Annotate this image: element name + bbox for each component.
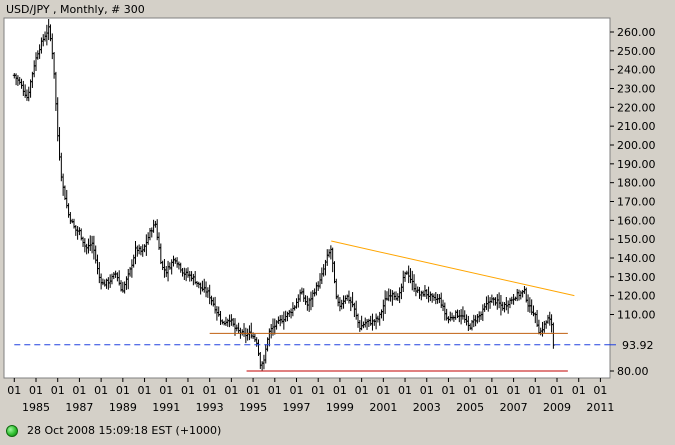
x-tick-label: 01: [507, 384, 521, 397]
y-tick-label: 140.00: [617, 252, 656, 265]
y-axis: 80.00 110.00 120.00 130.00 140.00 150.00 160.0…: [610, 26, 656, 378]
x-year-label: 2005: [456, 401, 484, 414]
x-tick-label: 01: [376, 384, 390, 397]
x-axis: 01 01 01 01 01 01 01 01 01 01 01 01 01 01 01 01 01 01 01 01…: [7, 378, 614, 414]
x-tick-label: 01: [116, 384, 130, 397]
chart-overlays: 93.92: [14, 240, 670, 372]
x-year-label: 1995: [239, 401, 267, 414]
y-tick-label: 160.00: [617, 214, 656, 227]
price-chart[interactable]: USD/JPY , Monthly, # 300 80.00 110.00 120.…: [0, 0, 675, 419]
price-bars: [12, 18, 555, 371]
x-year-label: 2001: [369, 401, 397, 414]
y-tick-label: 260.00: [617, 26, 656, 39]
y-tick-label: 180.00: [617, 177, 656, 190]
x-tick-label: 01: [593, 384, 607, 397]
y-tick-label: 170.00: [617, 196, 656, 209]
x-tick-label: 01: [420, 384, 434, 397]
x-year-label: 1987: [65, 401, 93, 414]
x-year-label: 2009: [543, 401, 571, 414]
status-bar: 28 Oct 2008 15:09:18 EST (+1000): [0, 419, 675, 445]
y-tick-label: 120.00: [617, 290, 656, 303]
y-tick-label: 110.00: [617, 309, 656, 322]
x-tick-label: 01: [246, 384, 260, 397]
x-tick-label: 01: [333, 384, 347, 397]
x-tick-label: 01: [441, 384, 455, 397]
x-tick-label: 01: [528, 384, 542, 397]
y-tick-label: 240.00: [617, 64, 656, 77]
x-year-label: 1993: [196, 401, 224, 414]
y-tick-label: 130.00: [617, 271, 656, 284]
x-year-label: 1999: [326, 401, 354, 414]
resistance-trendline: [331, 240, 575, 297]
y-tick-label: 190.00: [617, 158, 656, 171]
y-tick-label: 150.00: [617, 233, 656, 246]
current-price-marker: [612, 336, 670, 353]
x-year-label: 1991: [152, 401, 180, 414]
x-year-label: 1989: [109, 401, 137, 414]
x-tick-label: 01: [7, 384, 21, 397]
status-indicator-icon: [6, 425, 18, 437]
x-tick-label: 01: [550, 384, 564, 397]
x-tick-label: 01: [290, 384, 304, 397]
x-year-label: 1997: [283, 401, 311, 414]
x-tick-label: 01: [355, 384, 369, 397]
chart-title: USD/JPY , Monthly, # 300: [6, 3, 145, 16]
x-year-label: 2011: [586, 401, 614, 414]
y-tick-label: 200.00: [617, 139, 656, 152]
x-year-label: 2003: [413, 401, 441, 414]
y-tick-label: 80.00: [617, 365, 649, 378]
x-tick-label: 01: [181, 384, 195, 397]
y-tick-label: 210.00: [617, 120, 656, 133]
x-tick-label: 01: [159, 384, 173, 397]
x-tick-label: 01: [463, 384, 477, 397]
x-tick-label: 01: [51, 384, 65, 397]
status-timestamp: 28 Oct 2008 15:09:18 EST (+1000): [27, 424, 222, 437]
x-year-label: 1985: [22, 401, 50, 414]
x-tick-label: 01: [138, 384, 152, 397]
x-tick-label: 01: [203, 384, 217, 397]
x-tick-label: 01: [29, 384, 43, 397]
y-tick-label: 250.00: [617, 45, 656, 58]
x-tick-label: 01: [224, 384, 238, 397]
x-tick-label: 01: [72, 384, 86, 397]
x-tick-label: 01: [572, 384, 586, 397]
x-tick-label: 01: [94, 384, 108, 397]
plot-area[interactable]: [3, 17, 611, 379]
x-tick-label: 01: [398, 384, 412, 397]
current-price-label: 93.92: [622, 339, 654, 352]
x-tick-label: 01: [485, 384, 499, 397]
y-tick-label: 220.00: [617, 101, 656, 114]
x-year-label: 2007: [500, 401, 528, 414]
y-tick-label: 230.00: [617, 83, 656, 96]
x-tick-label: 01: [311, 384, 325, 397]
x-tick-label: 01: [268, 384, 282, 397]
